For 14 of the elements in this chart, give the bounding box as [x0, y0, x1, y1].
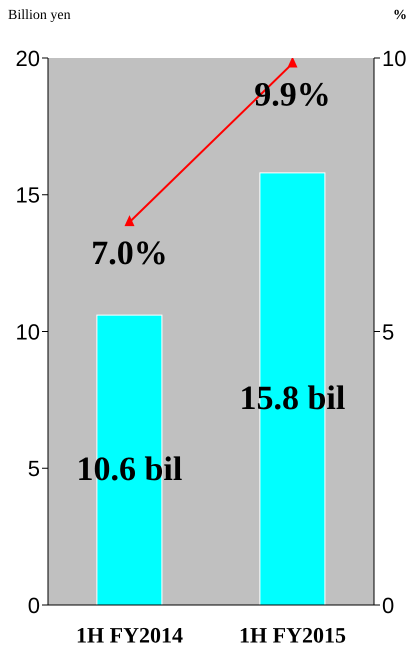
x-tick-label: 1H FY2015	[239, 622, 346, 648]
x-tick-label: 1H FY2014	[76, 622, 183, 648]
y2-axis-title: %	[393, 8, 407, 24]
y-tick-label: 15	[16, 182, 40, 208]
y-tick-label: 0	[28, 592, 40, 618]
y-tick-label: 10	[16, 319, 40, 344]
y2-tick-label: 10	[382, 46, 406, 71]
y-axis-title: Billion yen	[8, 8, 71, 24]
data-label: 7.0%	[91, 235, 168, 272]
y2-tick-label: 5	[382, 319, 394, 344]
y-tick-label: 20	[16, 46, 40, 71]
y2-tick-label: 0	[382, 592, 394, 618]
y-tick-label: 5	[28, 456, 40, 482]
data-label: 9.9%	[254, 76, 331, 114]
